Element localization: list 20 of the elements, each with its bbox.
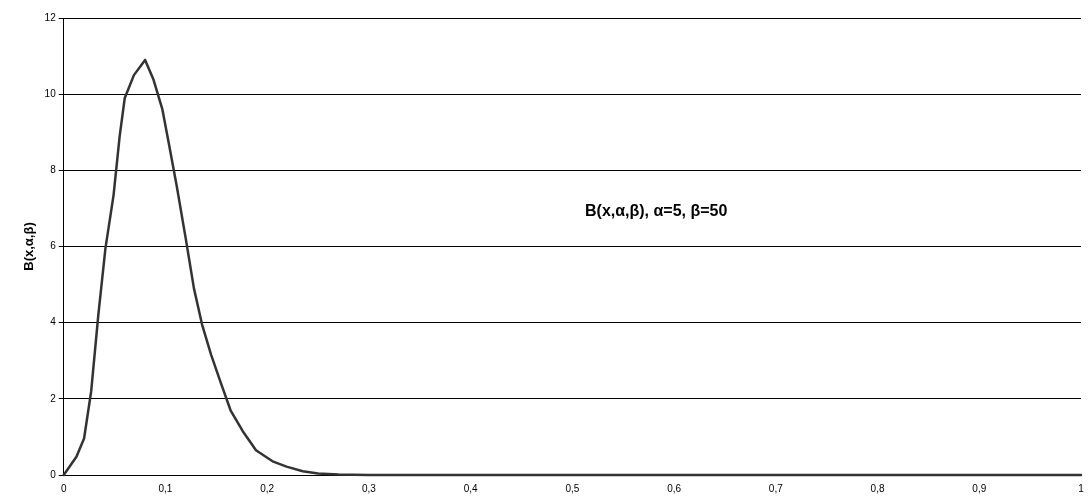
y-tick-label: 10 [44, 87, 57, 99]
x-tick-label: 0,7 [768, 482, 784, 494]
x-tick-label: 0,9 [972, 482, 987, 494]
x-tick-label: 0,2 [260, 482, 275, 494]
x-tick-label: 1 [1078, 482, 1085, 494]
x-tick-label: 0,1 [158, 482, 173, 494]
x-tick-label: 0,5 [565, 482, 580, 494]
y-tick-label: 12 [44, 11, 57, 23]
x-tick-label: 0,6 [667, 482, 682, 494]
x-tick-label: 0 [60, 482, 67, 494]
y-tick-label: 4 [50, 316, 57, 328]
y-tick-label: 6 [50, 240, 57, 252]
y-axis-title: B(x,α,β) [21, 222, 37, 271]
annotation: B(x,α,β), α=5, β=50 [585, 202, 728, 220]
x-tick-label: 0,3 [361, 482, 377, 494]
x-tick-label: 0,8 [870, 482, 885, 494]
y-tick-label: 0 [50, 468, 57, 480]
y-tick-label: 2 [50, 392, 57, 404]
x-tick-label: 0,4 [463, 482, 479, 494]
y-tick-label: 8 [50, 164, 57, 176]
